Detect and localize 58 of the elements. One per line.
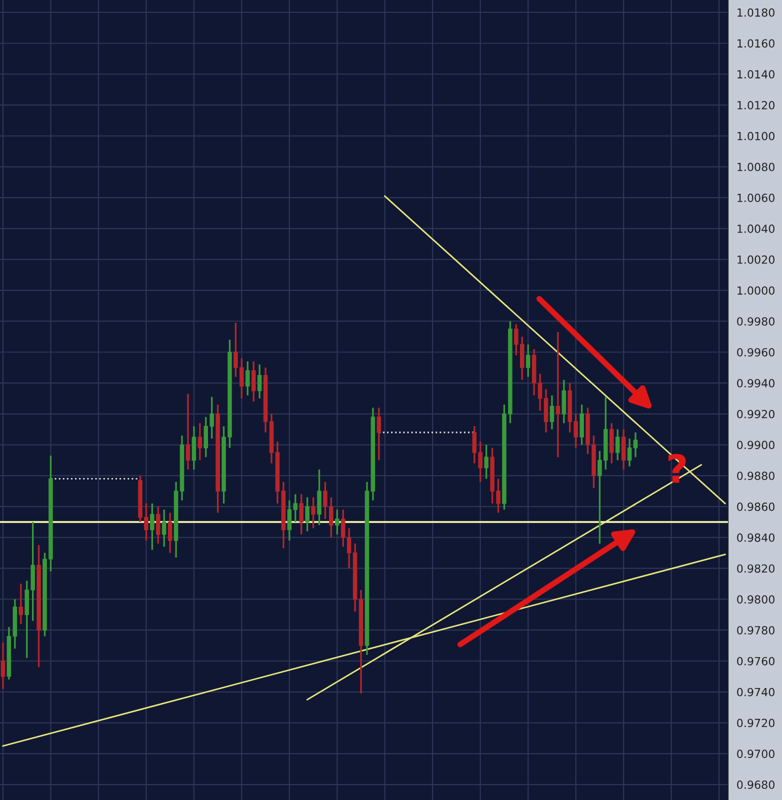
y-tick-label: 0.9780 <box>737 626 774 634</box>
y-tick-label: 1.0000 <box>738 286 774 295</box>
candlestick <box>150 502 154 551</box>
y-tick-label: 0.9740 <box>737 688 774 696</box>
candlestick <box>615 428 620 462</box>
candlestick <box>580 404 584 446</box>
y-tick-label: 0.9880 <box>737 472 774 480</box>
candlestick <box>311 496 316 530</box>
y-tick-label: 0.9940 <box>737 378 774 388</box>
candlestick <box>168 512 172 554</box>
y-tick-label: 0.9860 <box>737 502 774 511</box>
candlestick <box>251 360 256 402</box>
candlestick <box>526 344 530 378</box>
y-tick-label: 1.0020 <box>738 255 774 264</box>
y-tick-label: 1.0080 <box>738 162 774 172</box>
candlestick <box>299 493 304 536</box>
candlestick <box>633 432 638 458</box>
y-tick-label: 1.0140 <box>738 70 774 79</box>
y-tick-label: 0.9980 <box>737 317 774 326</box>
y-tick-label: 1.0060 <box>738 194 774 202</box>
y-tick-label: 1.0180 <box>738 8 774 17</box>
y-tick-label: 1.0120 <box>738 100 774 110</box>
candlestick <box>484 444 488 480</box>
y-tick-label: 0.9840 <box>737 533 774 542</box>
candlestick <box>556 331 560 458</box>
y-tick-label: 1.0040 <box>738 224 774 233</box>
y-tick-label: 1.0100 <box>738 132 774 140</box>
y-tick-label: 0.9720 <box>737 718 774 728</box>
y-tick-label: 0.9960 <box>737 348 774 357</box>
y-tick-label: 0.9700 <box>737 750 774 758</box>
y-tick-label: 0.9680 <box>737 780 774 789</box>
y-tick-label: 0.9920 <box>737 410 774 418</box>
candlestick <box>0 642 6 690</box>
candlestick <box>335 508 340 536</box>
candlestick <box>156 506 160 544</box>
candlestick <box>162 508 166 548</box>
candlestick <box>317 468 322 526</box>
candlestick <box>376 406 382 462</box>
y-tick-label: 0.9820 <box>737 564 774 573</box>
y-tick-label: 0.9800 <box>737 595 774 604</box>
candlestick <box>538 372 542 412</box>
candlestick <box>198 422 202 462</box>
candlestick <box>627 438 632 468</box>
candlestick <box>257 364 262 400</box>
y-tick-label: 1.0160 <box>738 39 774 48</box>
y-tick-label: 0.9900 <box>737 440 774 450</box>
candlestick <box>544 388 548 434</box>
candlestick <box>562 379 566 424</box>
candlestick <box>550 394 554 430</box>
annotation: ? <box>668 454 686 483</box>
candlestick <box>621 428 626 470</box>
candlestick <box>246 360 250 396</box>
candlestick <box>192 425 196 470</box>
candlestick <box>18 582 24 625</box>
candlestick <box>186 392 190 470</box>
candlestick <box>610 422 614 464</box>
candlestick <box>305 496 310 532</box>
y-tick-label: 0.9760 <box>737 656 774 666</box>
